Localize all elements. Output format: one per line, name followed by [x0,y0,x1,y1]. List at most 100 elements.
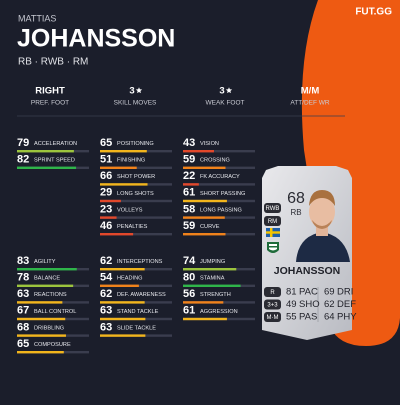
stat-bar [183,216,225,219]
stat-bar [100,216,117,219]
club-badge [267,242,279,253]
card-badge-text: R [270,290,275,296]
card-attr-label: SHO [299,299,320,310]
stat-name: SHORT PASSING [200,191,245,197]
stat-name: BALL CONTROL [34,309,76,315]
card-attr-value: 62 [324,299,335,310]
stat-value: 82 [17,154,29,166]
stat-value: 56 [183,288,195,300]
stat-name: HEADING [117,276,143,282]
stat-name: AGGRESSION [200,309,238,315]
stat-bar [100,317,146,321]
card-badge [264,312,281,322]
stat-value: 59 [183,220,195,232]
stat-bar [17,301,63,304]
stat-value: 22 [183,170,195,182]
stat-name: LONG SHOTS [117,191,154,197]
stat-bar [183,301,224,304]
stat-name: VISION [200,141,219,147]
stat-name: STAMINA [200,276,225,282]
stat-name: PENALTIES [117,224,148,230]
card-attr-label: DEF [337,299,356,310]
stat-value: 66 [100,170,112,182]
stat-bar [17,268,77,271]
info-label: PREF. FOOT [31,100,69,107]
info-label: WEAK FOOT [206,100,245,107]
stat-bar [100,334,146,337]
stat-value: 46 [100,220,112,232]
card-attr-value: 55 [286,312,297,323]
stat-bar [183,268,237,271]
last-name: JOHANSSON [17,25,175,53]
stat-bar [100,150,147,153]
stat-name: SPRINT SPEED [34,158,75,164]
stat-value: 83 [17,255,29,267]
stat-name: COMPOSURE [34,342,71,348]
nation-flag [266,228,280,237]
stat-bar [17,317,66,321]
alt-position: RM [268,219,277,225]
stat-bar [183,233,226,236]
stat-name: POSITIONING [117,141,154,147]
stat-bar [100,301,145,304]
stat-value: 67 [17,305,29,317]
stat-bar [100,268,145,271]
info-value: M/M [301,86,320,97]
stat-value: 51 [100,154,112,166]
stat-value: 65 [17,338,29,350]
stat-value: 63 [17,288,29,300]
stat-value: 59 [183,154,195,166]
stat-value: 74 [183,255,196,267]
card-attr-value: 81 [286,287,297,298]
stat-name: SHOT POWER [117,174,155,180]
alt-position-badge [264,203,281,213]
stat-value: 62 [100,288,112,300]
stat-bar [100,284,139,287]
stat-name: FK ACCURACY [200,174,240,180]
stat-value: 23 [100,203,112,215]
stat-bar [183,183,199,186]
stat-name: REACTIONS [34,292,67,298]
stat-bar [100,166,137,169]
card-attr-label: DRI [337,287,353,298]
logo: FUT.GG [355,7,392,18]
card-attr-label: PAS [299,312,317,323]
stat-value: 54 [100,272,113,284]
stat-name: BALANCE [34,276,60,282]
card-attr-label: PHY [337,312,357,323]
stat-name: FINISHING [117,158,145,164]
stat-bar [100,233,134,236]
stat-value: 61 [183,187,195,199]
stat-bar [183,317,227,321]
info-value: 3 [219,86,224,97]
stat-value: 63 [100,305,112,317]
stat-bar [183,166,226,169]
card-badge [264,287,281,297]
card-attr-label: PAC [299,287,318,298]
card-badge [264,299,281,310]
stat-bar [100,183,148,186]
stat-bar [183,150,214,153]
stat-bar [17,166,77,169]
stat-bar [17,334,66,337]
stat-value: 29 [100,187,112,199]
stat-name: INTERCEPTIONS [117,259,163,265]
card-attr-value: 64 [324,312,335,323]
stat-value: 79 [17,137,29,149]
card-badge-text: M·M [267,315,279,321]
card-rating: 68 [287,190,305,207]
stat-name: DRIBBLING [34,325,64,331]
stat-name: VOLLEYS [117,207,143,213]
star-icon [225,87,233,94]
stat-bar [17,150,74,153]
stat-bar [17,351,64,354]
stat-name: LONG PASSING [200,207,242,213]
info-label: ATT/DEF WR [290,100,330,107]
stat-bar [183,284,241,287]
stat-value: 80 [183,272,195,284]
stat-name: AGILITY [34,259,56,265]
stat-bar [100,199,121,203]
card-attr-value: 49 [286,299,297,310]
stat-name: CURVE [200,224,220,230]
stat-value: 62 [100,255,112,267]
